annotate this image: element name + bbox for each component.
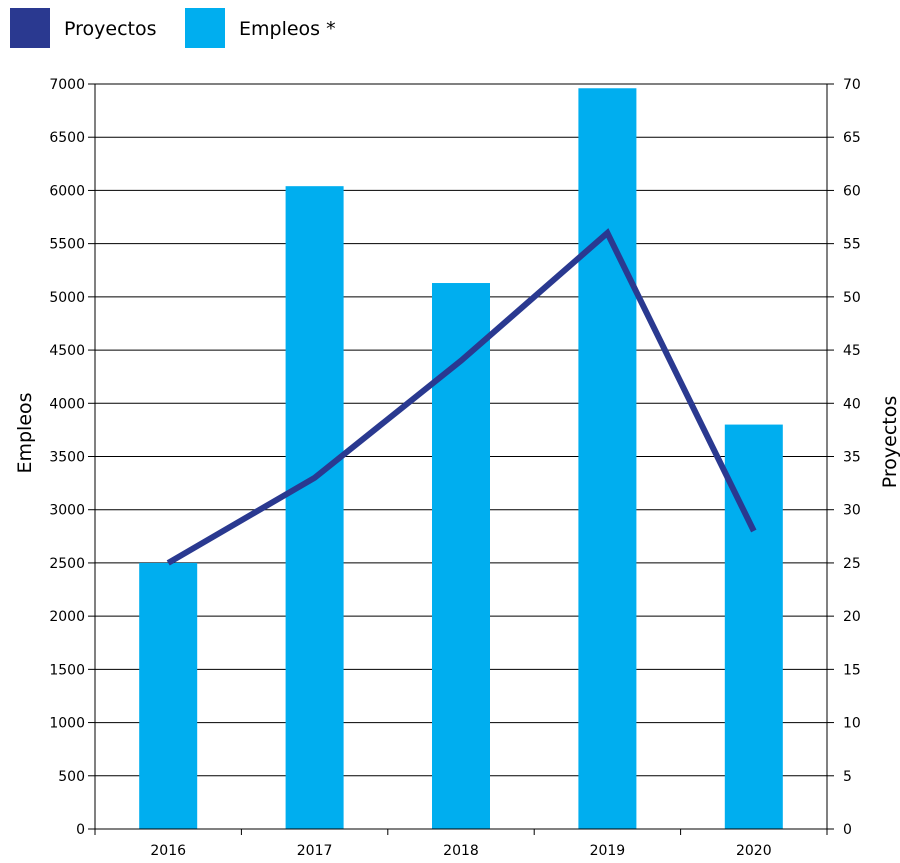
y-left-tick-label: 4000 [49, 396, 85, 412]
x-tick-label-2019: 2019 [590, 843, 626, 859]
bar-empleos-2019 [578, 88, 637, 829]
legend-item-proyectos: Proyectos [10, 8, 157, 48]
legend: Proyectos Empleos * [10, 8, 336, 48]
legend-swatch-empleos [185, 8, 225, 48]
y-axis-right-title: Proyectos [879, 396, 900, 489]
y-right-tick-label: 5 [843, 769, 852, 785]
y-right-tick-label: 35 [843, 450, 861, 466]
y-right-tick-label: 50 [843, 290, 861, 306]
y-right-tick-label: 15 [843, 662, 861, 678]
y-right-tick-label: 70 [843, 77, 861, 93]
x-tick-label-2016: 2016 [150, 843, 186, 859]
y-right-tick-label: 30 [843, 503, 861, 519]
x-tick-label-2018: 2018 [443, 843, 479, 859]
x-tick-label-2020: 2020 [736, 843, 772, 859]
y-left-tick-label: 4500 [49, 343, 85, 359]
x-axis-ticks: 2016 2017 2018 2019 2020 [94, 829, 828, 859]
y-left-tick-label: 1000 [49, 716, 85, 732]
y-left-tick-label: 7000 [49, 77, 85, 93]
y-right-tick-label: 0 [843, 822, 852, 838]
y-left-tick-label: 3500 [49, 450, 85, 466]
legend-label-proyectos: Proyectos [64, 18, 157, 40]
x-tick-label-2017: 2017 [297, 843, 333, 859]
y-axis-left-title: Empleos [14, 392, 36, 473]
legend-label-empleos: Empleos * [239, 18, 336, 40]
bar-series-empleos [139, 88, 783, 829]
y-left-tick-label: 2500 [49, 556, 85, 572]
y-left-tick-label: 1500 [49, 662, 85, 678]
y-right-tick-label: 40 [843, 396, 861, 412]
y-left-tick-label: 5000 [49, 290, 85, 306]
y-left-tick-label: 5500 [49, 237, 85, 253]
bar-empleos-2017 [285, 186, 344, 829]
line-series-proyectos [166, 228, 757, 566]
legend-item-empleos: Empleos * [185, 8, 336, 48]
bar-empleos-2016 [139, 562, 198, 829]
y-left-tick-label: 500 [58, 769, 85, 785]
legend-swatch-proyectos [10, 8, 50, 48]
y-axis-left-ticks: 0 500 1000 1500 2000 2500 3000 3500 4000 4500 5000… [49, 77, 95, 838]
y-right-tick-label: 25 [843, 556, 861, 572]
y-left-tick-label: 6000 [49, 183, 85, 199]
bar-empleos-2018 [432, 283, 490, 829]
y-right-tick-label: 60 [843, 183, 861, 199]
y-left-tick-label: 6500 [49, 130, 85, 146]
y-right-tick-label: 10 [843, 716, 861, 732]
y-right-tick-label: 45 [843, 343, 861, 359]
y-right-tick-label: 65 [843, 130, 861, 146]
y-left-tick-label: 0 [76, 822, 85, 838]
y-right-tick-label: 55 [843, 237, 861, 253]
y-right-tick-label: 20 [843, 609, 861, 625]
y-left-tick-label: 2000 [49, 609, 85, 625]
y-axis-right-ticks: 0 5 10 15 20 25 30 35 40 45 50 55 60 65 70 [827, 77, 861, 838]
y-left-tick-label: 3000 [49, 503, 85, 519]
